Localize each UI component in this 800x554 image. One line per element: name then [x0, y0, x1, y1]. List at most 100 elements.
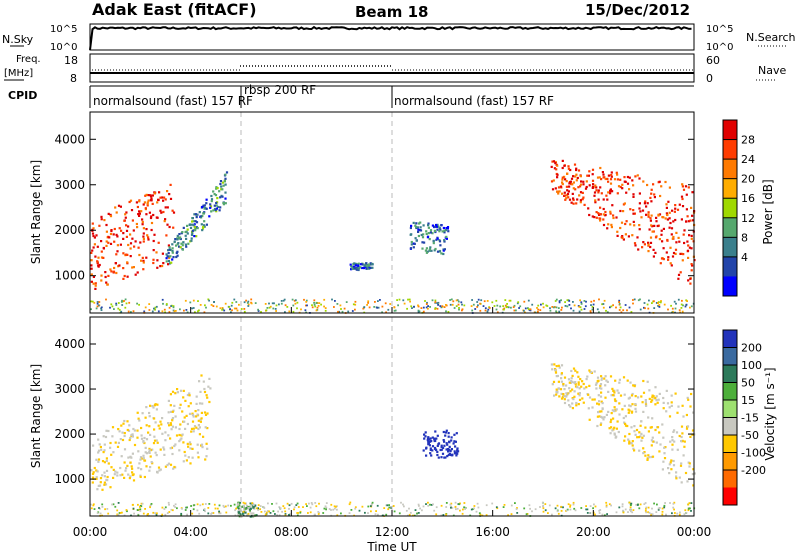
echo-point	[611, 204, 614, 207]
ground-scatter-point	[334, 507, 336, 510]
echo-point	[633, 212, 636, 215]
echo-point	[668, 472, 671, 475]
echo-point	[127, 429, 131, 432]
ground-scatter-point	[531, 510, 533, 513]
echo-point	[136, 411, 139, 414]
ground-scatter-point	[186, 506, 188, 509]
echo-point	[114, 262, 117, 265]
echo-point	[628, 440, 631, 443]
ground-scatter-point	[630, 504, 632, 506]
ground-scatter-point	[398, 512, 401, 515]
ground-scatter-point	[463, 304, 466, 307]
ground-scatter-point	[315, 309, 318, 312]
echo-point	[417, 230, 420, 233]
echo-point	[599, 219, 602, 222]
echo-point	[554, 187, 557, 190]
echo-point	[184, 399, 187, 402]
echo-point	[182, 441, 185, 444]
ground-scatter-point	[110, 303, 113, 306]
echo-point	[190, 233, 194, 236]
ground-scatter-point	[519, 305, 522, 308]
ground-scatter-point	[663, 504, 666, 507]
y-tick-label: 4000	[54, 337, 85, 351]
ground-scatter-point	[247, 512, 250, 515]
ground-scatter-point	[376, 504, 379, 507]
echo-point	[601, 407, 604, 411]
echo-point	[425, 232, 428, 236]
echo-point	[116, 235, 119, 238]
echo-point	[632, 384, 635, 387]
echo-point	[599, 166, 602, 170]
echo-point	[427, 436, 430, 439]
echo-point	[196, 413, 199, 416]
echo-point	[602, 207, 605, 211]
echo-point	[224, 173, 227, 176]
echo-point	[646, 183, 649, 187]
echo-point	[631, 403, 634, 406]
echo-point	[136, 205, 139, 209]
echo-point	[688, 462, 691, 465]
echo-point	[624, 435, 627, 438]
echo-point	[566, 194, 569, 197]
echo-point	[215, 187, 218, 190]
echo-point	[613, 391, 616, 394]
echo-point	[436, 223, 439, 226]
ground-scatter-point	[93, 508, 96, 510]
echo-point	[680, 435, 683, 439]
echo-point	[686, 249, 690, 252]
ground-scatter-point	[332, 508, 335, 511]
echo-point	[175, 244, 178, 247]
echo-point	[90, 280, 93, 283]
echo-point	[660, 229, 663, 232]
echo-point	[118, 264, 121, 267]
echo-point	[166, 223, 169, 226]
echo-point	[95, 234, 98, 237]
ground-scatter-point	[684, 509, 687, 512]
echo-point	[200, 417, 203, 420]
echo-point	[444, 434, 447, 437]
freq-left-tick-top: 18	[64, 54, 78, 67]
echo-point	[638, 228, 641, 231]
echo-point	[443, 444, 446, 447]
echo-point	[198, 211, 201, 214]
echo-point	[433, 249, 436, 252]
ground-scatter-point	[510, 306, 512, 309]
echo-point	[173, 465, 176, 469]
echo-point	[171, 425, 174, 428]
ground-scatter-point	[670, 304, 672, 307]
ground-scatter-point	[161, 513, 164, 516]
ground-scatter-point	[583, 308, 586, 310]
ground-scatter-point	[92, 503, 95, 506]
echo-point	[148, 425, 151, 428]
echo-point	[666, 218, 669, 221]
echo-point	[254, 504, 257, 507]
echo-point	[644, 399, 647, 402]
echo-point	[681, 404, 684, 407]
ground-scatter-point	[228, 306, 231, 308]
ground-scatter-point	[556, 504, 559, 507]
ground-scatter-point	[315, 505, 318, 508]
echo-point	[668, 226, 671, 229]
echo-point	[437, 442, 441, 445]
ground-scatter-point	[137, 514, 140, 517]
echo-point	[120, 455, 123, 458]
echo-point	[209, 205, 213, 208]
echo-point	[145, 438, 149, 441]
echo-point	[147, 199, 150, 202]
ground-scatter-point	[635, 503, 638, 506]
ground-scatter-point	[191, 307, 193, 310]
freq-right-label: Nave	[758, 64, 786, 77]
echo-point	[166, 255, 169, 258]
colorbar-frame	[722, 119, 738, 297]
echo-point	[417, 234, 420, 238]
echo-point	[435, 223, 438, 227]
ground-scatter-point	[646, 303, 649, 306]
ground-scatter-point	[516, 507, 518, 509]
echo-point	[615, 408, 618, 411]
echo-point	[205, 223, 208, 226]
echo-point	[122, 267, 125, 270]
ground-scatter-point	[124, 298, 127, 301]
echo-point	[209, 203, 212, 206]
echo-point	[186, 232, 189, 235]
ground-scatter-point	[450, 506, 452, 509]
